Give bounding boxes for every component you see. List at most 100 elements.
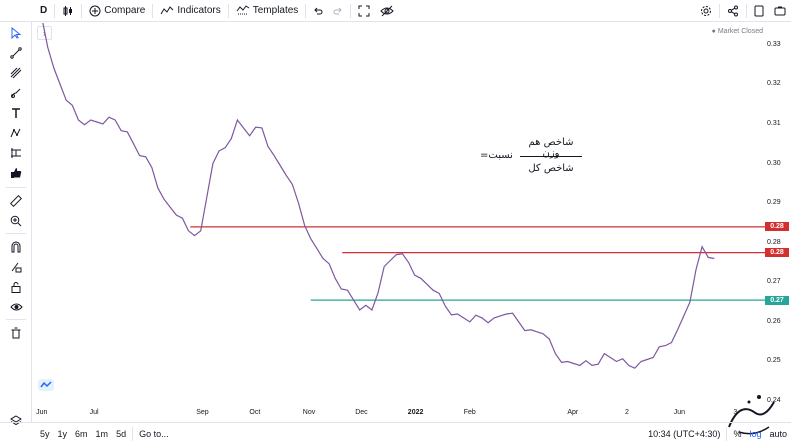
share-icon (728, 5, 738, 17)
top-toolbar: D Compare Indicators Templates (0, 0, 791, 22)
visibility-tool[interactable] (6, 298, 26, 316)
indicators-icon (160, 5, 174, 14)
interval-button[interactable]: D (40, 5, 48, 16)
remove-drawings-tool[interactable] (6, 324, 26, 342)
log-toggle[interactable]: log (749, 428, 762, 439)
indicators-button[interactable]: Indicators (155, 0, 225, 22)
hide-drawings-button[interactable] (375, 0, 399, 22)
price-chart[interactable] (33, 23, 765, 407)
plus-circle-icon (89, 5, 101, 16)
ruler-icon (10, 195, 22, 207)
templates-icon (236, 5, 250, 15)
eye-off-icon (380, 5, 395, 16)
pencil-lock-icon (11, 262, 22, 273)
drawing-toolbar (0, 22, 32, 426)
thumbs-up-icon (11, 168, 22, 178)
fib-tool[interactable] (6, 64, 26, 82)
percent-toggle[interactable]: % (733, 428, 742, 439)
measure-range-tool[interactable] (6, 144, 26, 162)
toolbar-divider (227, 3, 229, 18)
time-tick-label: Oct (249, 409, 261, 416)
price-tick-label: 0.29 (767, 199, 781, 207)
price-series-line[interactable] (42, 23, 715, 369)
toolbar-divider (132, 426, 134, 441)
price-tick-label: 0.28 (767, 238, 781, 246)
bottom-toolbar: 5y 1y 6m 1m 5d Go to... 10:34 (UTC+4:30)… (0, 422, 791, 444)
redo-icon (333, 7, 343, 14)
eye-icon (9, 303, 23, 311)
brush-icon (11, 88, 21, 98)
range-5d[interactable]: 5d (116, 428, 127, 439)
price-level-badge: 0.28 (765, 248, 789, 258)
text-icon (12, 108, 20, 118)
undo-button[interactable] (308, 0, 328, 22)
formula-fraction-bar (520, 156, 582, 157)
snapshot-button[interactable] (749, 0, 769, 22)
templates-button[interactable]: Templates (231, 0, 304, 22)
time-tick-label: Feb (463, 409, 476, 416)
market-status: ● Market Closed (711, 28, 763, 35)
price-tick-label: 0.33 (767, 40, 781, 48)
range-5y[interactable]: 5y (40, 428, 50, 439)
time-tick-label: Apr (567, 409, 579, 416)
formula-annotation[interactable]: شاخص هم وزن شاخص کل نسبت= (480, 137, 590, 177)
pattern-tool[interactable] (6, 124, 26, 142)
sidebar-divider (6, 319, 26, 320)
price-tick-label: 0.25 (767, 357, 781, 365)
timezone-button[interactable]: 10:34 (UTC+4:30) (648, 428, 721, 439)
publish-button[interactable] (769, 0, 791, 22)
goto-button[interactable]: Go to... (139, 428, 169, 439)
tv-logo-button[interactable] (38, 378, 54, 392)
auto-toggle[interactable]: auto (769, 428, 787, 439)
camera-icon (774, 6, 786, 16)
undo-icon (314, 7, 323, 14)
magnet-tool[interactable] (6, 238, 26, 256)
sidebar-divider (6, 233, 26, 234)
trend-line-tool[interactable] (6, 44, 26, 62)
candles-icon (63, 5, 73, 16)
range-1y[interactable]: 1y (57, 428, 68, 439)
lock-tool[interactable] (6, 278, 26, 296)
fullscreen-button[interactable] (353, 0, 375, 22)
share-button[interactable] (722, 0, 744, 22)
redo-button[interactable] (328, 0, 348, 22)
text-tool[interactable] (6, 104, 26, 122)
compare-label: Compare (104, 5, 146, 16)
bottom-right: 10:34 (UTC+4:30) % log auto (644, 423, 791, 444)
settings-button[interactable] (695, 0, 717, 22)
price-axis[interactable]: 0.33 0.32 0.31 0.30 0.29 0.28 0.27 0.26 0.25 0.24… (765, 23, 791, 407)
tablet-icon (754, 5, 764, 17)
price-tick-label: 0.24 (767, 397, 781, 405)
watermark-logo (728, 395, 775, 435)
price-tick-label: 0.32 (767, 80, 781, 88)
time-tick-label: Sep (196, 409, 209, 416)
range-icon (11, 148, 21, 158)
time-tick-label: 3 (733, 409, 738, 416)
time-tick-label: 2 (625, 409, 629, 416)
unlock-icon (11, 282, 21, 293)
time-tick-label: Jun (36, 409, 48, 416)
toolbar-divider (305, 3, 307, 18)
market-status-label: Market Closed (717, 28, 763, 35)
brush-tool[interactable] (6, 84, 26, 102)
chart-style-button[interactable] (57, 0, 79, 22)
compare-button[interactable]: Compare (84, 0, 150, 22)
zoom-tool[interactable] (6, 212, 26, 230)
cursor-tool[interactable] (6, 24, 26, 42)
cursor-icon (11, 27, 22, 39)
pattern-icon (10, 128, 21, 138)
fullscreen-icon (358, 5, 370, 16)
gear-icon (701, 6, 711, 16)
price-tick-label: 0.26 (767, 317, 781, 325)
toolbar-divider (350, 3, 352, 18)
toolbar-right (695, 0, 791, 22)
icons-tool[interactable] (6, 164, 26, 182)
time-axis[interactable]: Jun Jul Sep Oct Nov Dec 2022 Feb Apr 2 Jun 3 (33, 407, 765, 421)
toolbar-divider (719, 4, 720, 18)
range-1m[interactable]: 1m (95, 428, 109, 439)
ruler-tool[interactable] (6, 192, 26, 210)
price-tick-label: 0.31 (767, 119, 781, 127)
toolbar-divider (152, 3, 154, 18)
stay-drawing-tool[interactable] (6, 258, 26, 276)
range-6m[interactable]: 6m (75, 428, 88, 439)
